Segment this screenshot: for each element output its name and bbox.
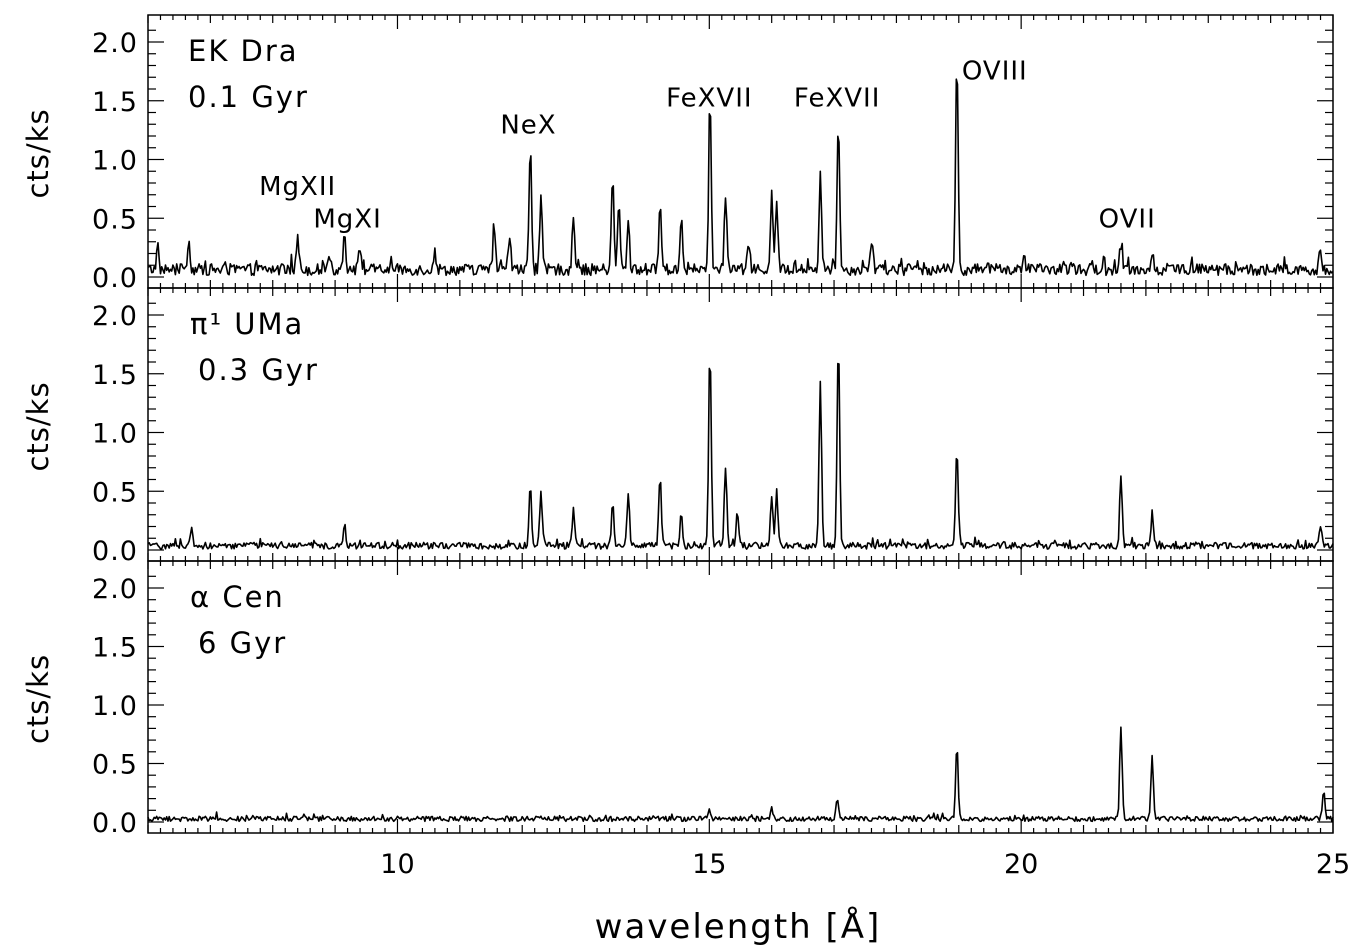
y-tick-label: 1.5 (92, 87, 138, 118)
y-tick-label: 2.0 (92, 301, 138, 332)
y-tick-label: 2.0 (92, 28, 138, 59)
y-tick-label: 0.5 (92, 204, 138, 235)
spectrum-line (147, 362, 1334, 550)
y-tick-label: 0.0 (92, 263, 138, 294)
y-tick-label: 1.5 (92, 360, 138, 391)
y-tick-label: 1.0 (92, 691, 138, 722)
panel-frame (147, 287, 1334, 562)
panel-label: EK Dra (188, 34, 299, 68)
y-axis-label: cts/ks (21, 381, 55, 471)
panel-frame (147, 560, 1334, 834)
panel-label: 0.3 Gyr (198, 353, 319, 387)
line-annotation-oviii: OVIII (962, 57, 1028, 87)
x-tick-label: 20 (1004, 849, 1038, 880)
y-tick-label: 0.5 (92, 477, 138, 508)
panels: 0.0 0.5 1.0 1.5 2.0 cts/ks EK Dra 0.1 Gyr MgXIIM… (21, 14, 1350, 880)
line-annotation: NeX (500, 111, 556, 141)
panel-label: π¹ UMa (190, 307, 304, 341)
line-annotation: FeXVII (794, 84, 880, 114)
spectrum-line (147, 726, 1334, 823)
y-tick-label: 0.0 (92, 808, 138, 839)
y-tick-label: 1.5 (92, 633, 138, 664)
y-tick-label: 0.5 (92, 750, 138, 781)
panel-label: 0.1 Gyr (188, 80, 309, 114)
panel-frame (147, 14, 1334, 289)
x-tick-label: 15 (692, 849, 726, 880)
panel-label: α Cen (190, 580, 285, 614)
x-tick-label: 25 (1316, 849, 1350, 880)
panel-label: 6 Gyr (198, 626, 287, 660)
y-axis-label: cts/ks (21, 654, 55, 744)
y-tick-label: 0.0 (92, 536, 138, 567)
y-axis-label: cts/ks (21, 108, 55, 198)
x-axis-label: wavelength [Å] (595, 906, 882, 947)
panel-2: 0.0 0.5 1.0 1.5 2.0 cts/ks π¹ UMa 0.3 Gyr (21, 287, 1334, 567)
y-tick-label: 1.0 (92, 146, 138, 177)
line-annotation: MgXII (259, 172, 336, 202)
y-tick-label: 2.0 (92, 574, 138, 605)
spectrum-line (147, 78, 1334, 277)
y-tick-label: 1.0 (92, 419, 138, 450)
line-annotation: MgXI (313, 205, 381, 235)
panel-1: 0.0 0.5 1.0 1.5 2.0 cts/ks EK Dra 0.1 Gyr MgXIIM… (21, 14, 1334, 294)
panel-3: 0.0 0.5 1.0 1.5 2.0 cts/ks α Cen 6 Gyr 10 15 20 25 (21, 560, 1350, 880)
x-tick-label: 10 (380, 849, 414, 880)
line-annotation: FeXVII (666, 84, 752, 114)
line-annotation-ovii: OVII (1099, 205, 1156, 235)
